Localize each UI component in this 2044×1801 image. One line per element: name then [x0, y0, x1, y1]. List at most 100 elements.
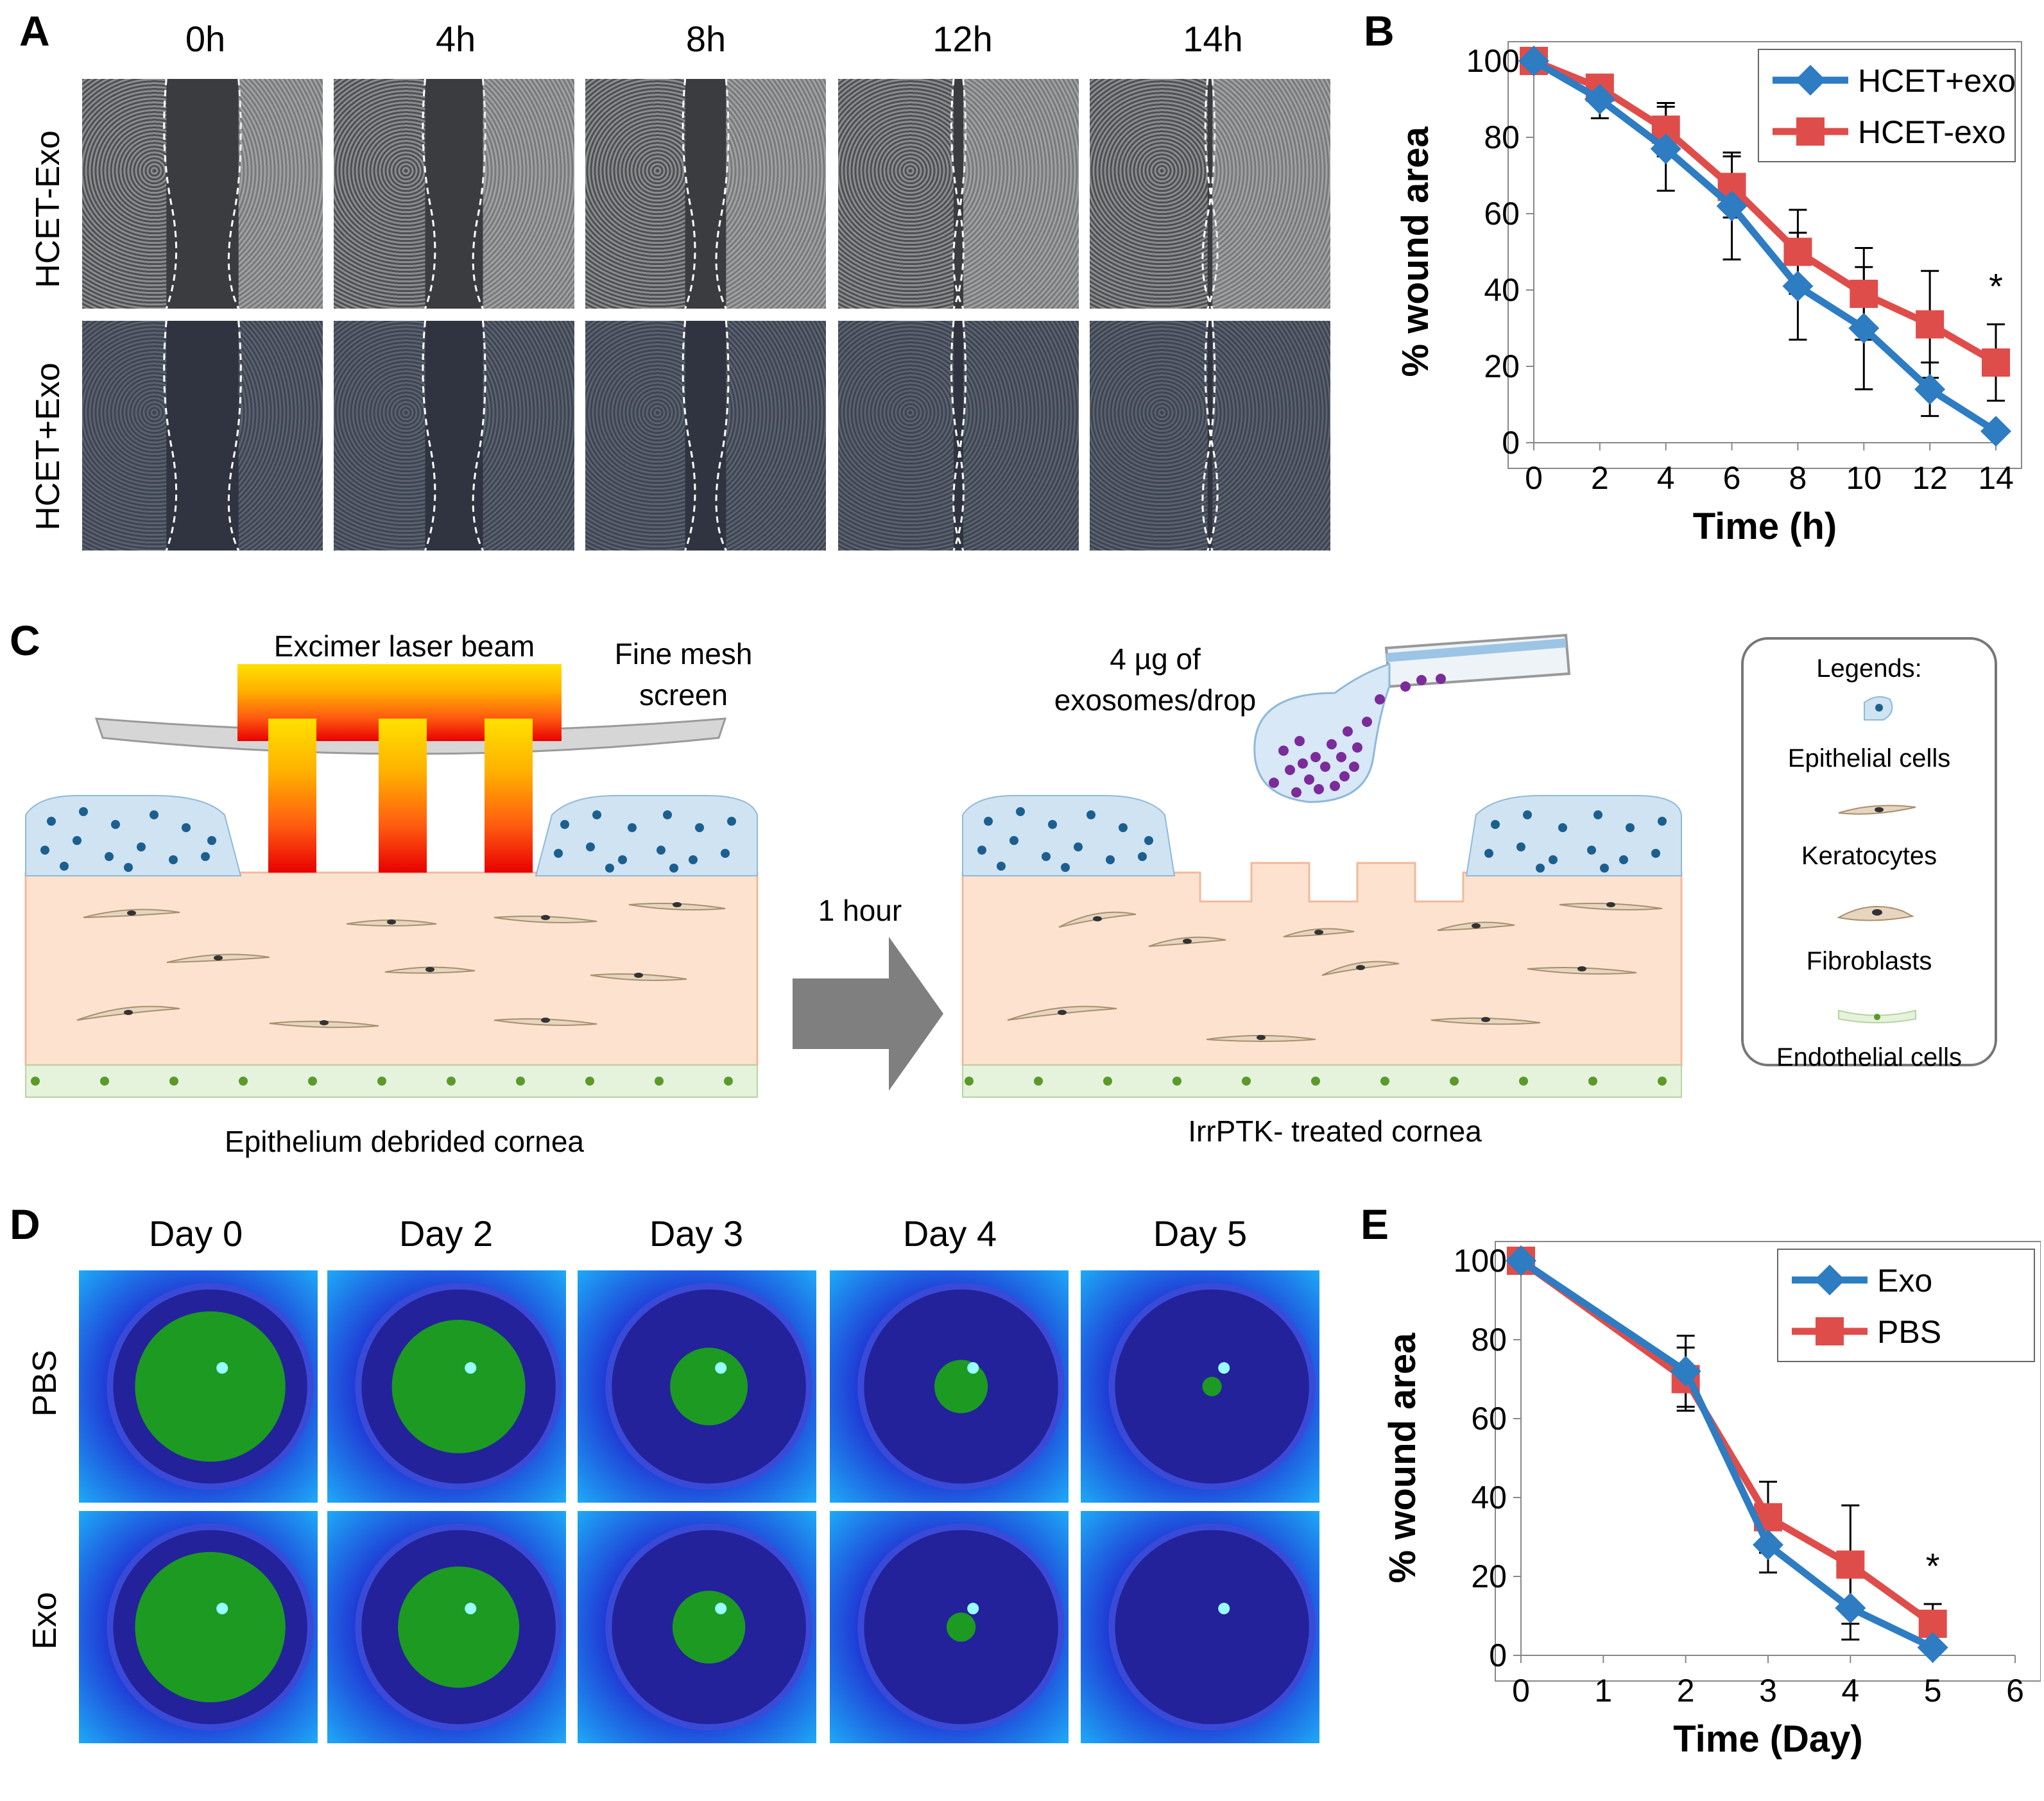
wound-edge-line — [422, 79, 436, 309]
wound-micrograph — [838, 321, 1079, 551]
x-axis-label: Time (h) — [1693, 506, 1837, 547]
epithelial-nucleus — [1106, 855, 1115, 864]
x-tick-label: 8 — [1789, 460, 1807, 496]
epithelial-nucleus — [79, 807, 88, 816]
epithelial-nucleus — [124, 863, 133, 872]
keratocyte-cell — [76, 1005, 180, 1021]
keratocyte-cell — [628, 902, 726, 910]
endothelial-nucleus — [1380, 1077, 1389, 1086]
x-axis-label: Time (Day) — [1673, 1718, 1862, 1760]
y-tick-label: 0 — [1502, 425, 1520, 461]
series-line — [1532, 58, 1998, 434]
legend-marker-diamond — [1795, 65, 1826, 96]
x-tick-label: 1 — [1594, 1673, 1612, 1709]
legend-item-epithelial: Epithelial cells — [1787, 744, 1951, 772]
light-reflection — [465, 1603, 477, 1615]
mesh-label-line2: screen — [639, 678, 728, 712]
epithelial-nucleus — [182, 823, 191, 832]
data-point-diamond — [1506, 1245, 1536, 1276]
chart-plot-frame — [1495, 1241, 2041, 1682]
keratocyte-cell — [384, 966, 476, 974]
exosome-dot — [1336, 752, 1346, 762]
panel-d-col-title: Day 3 — [649, 1213, 744, 1254]
wound-edge-line — [952, 321, 967, 551]
x-tick-label: 12 — [1912, 460, 1948, 496]
wound-edge-line — [1201, 321, 1216, 551]
epithelial-nucleus — [201, 852, 210, 861]
keratocyte-cell — [83, 909, 180, 918]
fibroblast-cell — [1007, 1005, 1117, 1021]
exosome-dot — [1330, 781, 1340, 791]
light-reflection — [216, 1362, 228, 1374]
panel-d-col-title: Day 0 — [148, 1213, 243, 1254]
y-tick-label: 60 — [1484, 196, 1520, 232]
wound-edge-line — [950, 79, 965, 309]
epithelial-nucleus — [1558, 823, 1567, 832]
data-point-diamond — [1835, 1592, 1866, 1624]
endothelial-nucleus — [1172, 1077, 1181, 1086]
exosome-dot — [1278, 746, 1289, 756]
legend-title: Legends: — [1816, 654, 1922, 683]
epithelial-nucleus — [663, 810, 672, 819]
endothelial-nucleus — [585, 1077, 594, 1086]
epithelial-nucleus — [40, 846, 49, 855]
light-reflection — [216, 1603, 228, 1615]
wound-edge-line — [163, 79, 178, 309]
light-reflection — [967, 1603, 979, 1615]
epithelial-nucleus — [1593, 810, 1602, 819]
wound-micrograph — [1090, 321, 1330, 551]
fluorescein-stain — [135, 1311, 286, 1462]
keratocyte-icon — [1838, 805, 1916, 815]
light-reflection — [1218, 1603, 1230, 1615]
wound-edge-line — [472, 321, 486, 551]
data-point-diamond — [1914, 373, 1946, 405]
epithelial-nucleus — [207, 836, 216, 845]
legend-box — [1741, 637, 1997, 1066]
panel-a-col-title: 12h — [932, 19, 993, 59]
endothelial-nucleus — [100, 1077, 109, 1086]
y-tick-label: 80 — [1484, 119, 1520, 155]
exosome-dot — [1400, 681, 1411, 692]
data-point-diamond — [1753, 1529, 1783, 1560]
time-arrow — [793, 937, 943, 1091]
exosome-particles — [1269, 674, 1446, 798]
right-cornea-caption: IrrPTK- treated cornea — [1188, 1114, 1482, 1148]
endothelial-nucleus — [1311, 1077, 1320, 1086]
fluorescein-stain — [946, 1612, 976, 1642]
epithelial-nucleus — [1086, 810, 1095, 819]
wound-edge-line — [952, 79, 967, 309]
fibroblast-cell — [1206, 1035, 1316, 1042]
significance-annotation: * — [1989, 266, 2003, 307]
endothelial-nucleus — [516, 1077, 525, 1086]
epithelial-nucleus — [47, 817, 56, 826]
fibroblast-cell — [1559, 902, 1663, 910]
wound-edge-line — [1204, 79, 1219, 309]
x-tick-label: 10 — [1846, 460, 1882, 496]
light-reflection — [465, 1362, 477, 1374]
data-point-diamond — [1518, 46, 1549, 76]
epithelial-nucleus — [1042, 852, 1051, 861]
wound-micrograph — [585, 79, 826, 309]
endothelial-nucleus — [1450, 1077, 1459, 1086]
epithelial-nucleus — [554, 849, 563, 858]
cornea-fluorescein-image — [327, 1511, 566, 1743]
cell-sheet — [726, 79, 826, 309]
legend-entry: HCET+exo — [1858, 63, 2016, 99]
x-tick-label: 4 — [1841, 1673, 1859, 1709]
wound-micrograph — [334, 321, 574, 551]
x-tick-label: 5 — [1924, 1673, 1942, 1709]
exosome-dot — [1352, 742, 1362, 753]
y-tick-label: 40 — [1471, 1480, 1507, 1515]
epithelial-nucleus — [1048, 820, 1057, 829]
panel-e-label: E — [1361, 1200, 1389, 1248]
y-tick-label: 100 — [1454, 1243, 1507, 1279]
laser-label: Excimer laser beam — [273, 629, 535, 663]
epithelial-nucleus — [669, 864, 678, 873]
legend-entry: HCET-exo — [1858, 114, 2006, 150]
endothelial-nucleus — [31, 1077, 40, 1086]
exosome-dot — [1314, 784, 1324, 794]
wound-edge-line — [227, 321, 242, 551]
data-point-diamond — [1848, 312, 1880, 344]
fluorescein-stain — [398, 1566, 520, 1688]
fibroblast-cell — [1148, 936, 1226, 947]
